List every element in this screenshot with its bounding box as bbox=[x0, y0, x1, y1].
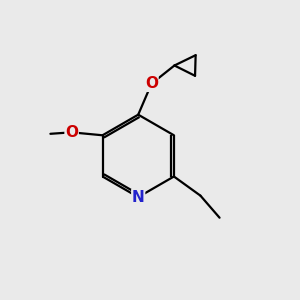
Text: O: O bbox=[65, 125, 78, 140]
Text: N: N bbox=[132, 190, 145, 205]
Text: O: O bbox=[145, 76, 158, 91]
